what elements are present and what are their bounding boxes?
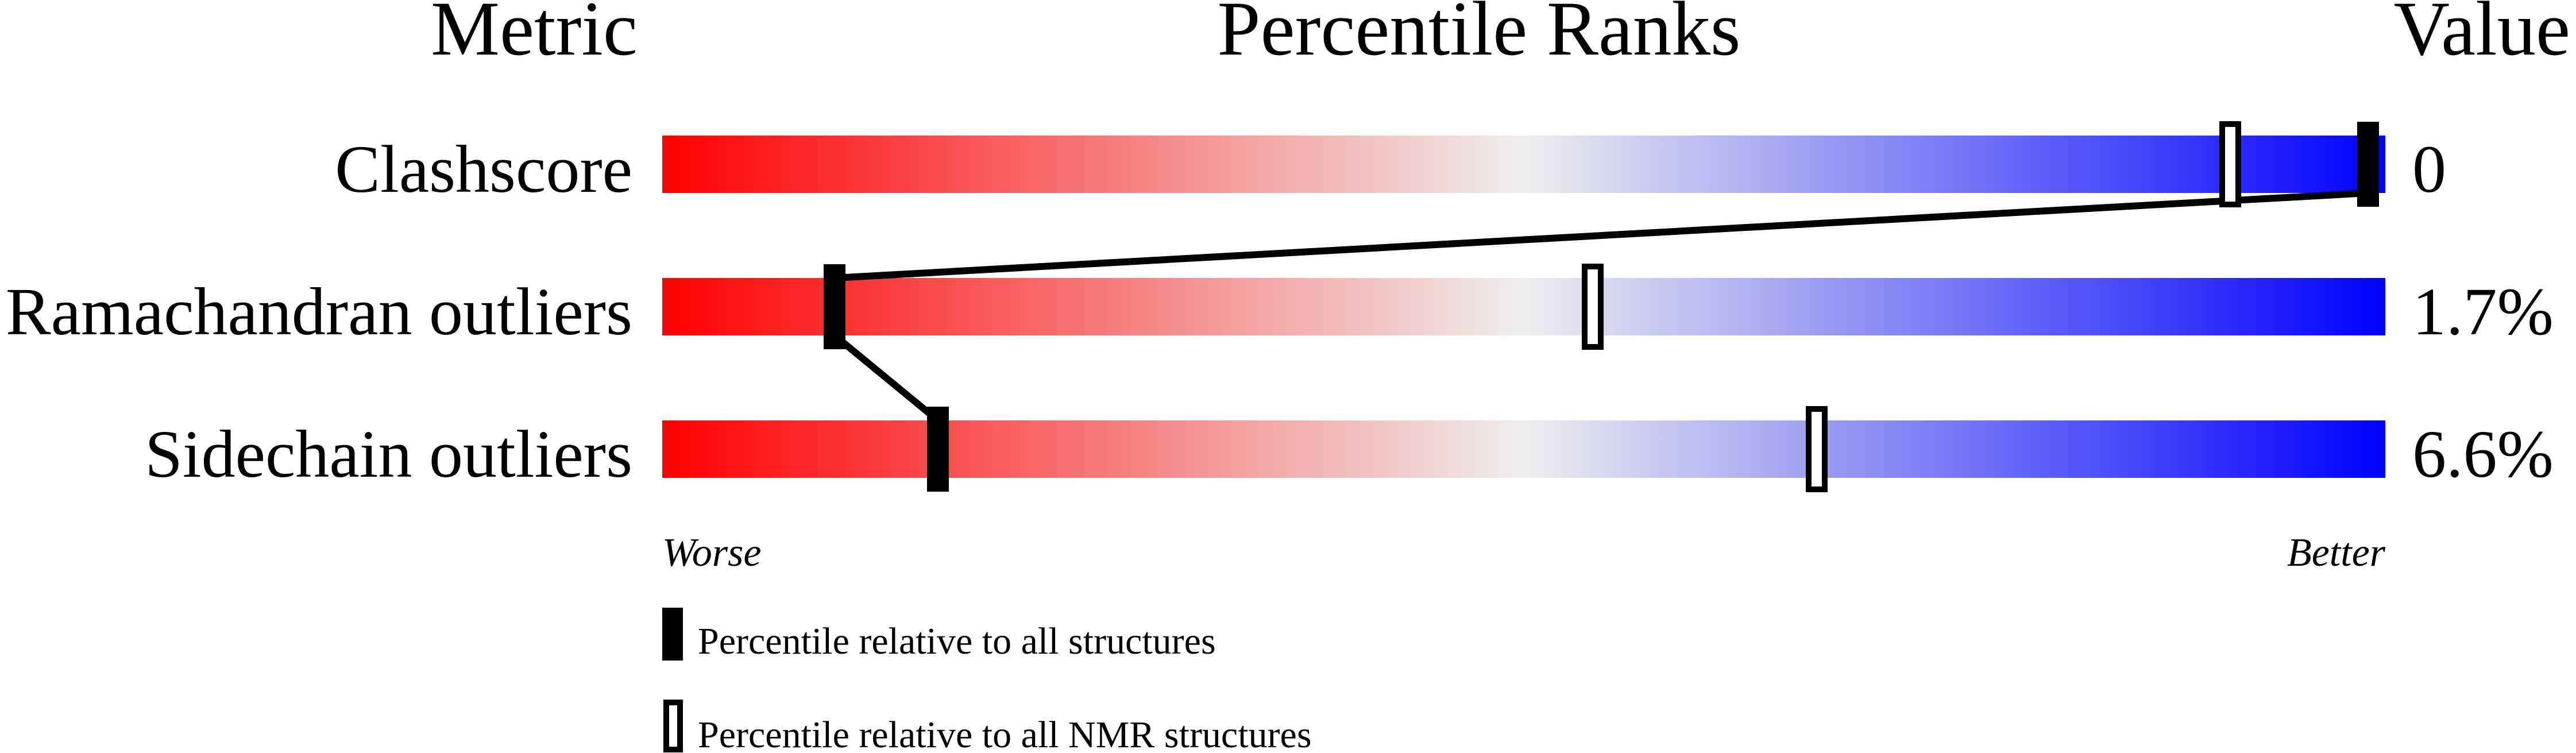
percentile-bar xyxy=(662,278,2385,335)
legend-marker-all xyxy=(662,608,683,661)
axis-label-better: Better xyxy=(2287,531,2386,575)
metric-label: Ramachandran outliers xyxy=(6,274,632,349)
marker-all-percentile xyxy=(824,264,845,349)
marker-all-percentile xyxy=(2357,122,2379,207)
metric-value: 1.7% xyxy=(2412,274,2554,349)
metric-label: Clashscore xyxy=(335,132,632,207)
percentile-bar xyxy=(662,420,2385,478)
header-metric: Metric xyxy=(431,0,638,72)
marker-nmr-percentile xyxy=(1806,406,1828,492)
marker-nmr-percentile xyxy=(1582,264,1604,350)
marker-nmr-percentile xyxy=(2219,121,2241,207)
metric-value: 6.6% xyxy=(2412,416,2554,492)
legend-marker-nmr xyxy=(663,700,683,752)
connector-line xyxy=(832,333,940,423)
legend-label-all: Percentile relative to all structures xyxy=(698,620,1216,662)
header-percentile-ranks: Percentile Ranks xyxy=(1218,0,1741,72)
connector-line xyxy=(834,190,2369,281)
header-value: Value xyxy=(2394,0,2570,72)
marker-all-percentile xyxy=(927,407,949,492)
axis-label-worse: Worse xyxy=(662,531,761,575)
metric-value: 0 xyxy=(2412,132,2446,207)
legend-label-nmr: Percentile relative to all NMR structure… xyxy=(698,714,1312,753)
percentile-bar xyxy=(662,136,2385,193)
metric-label: Sidechain outliers xyxy=(145,416,632,492)
